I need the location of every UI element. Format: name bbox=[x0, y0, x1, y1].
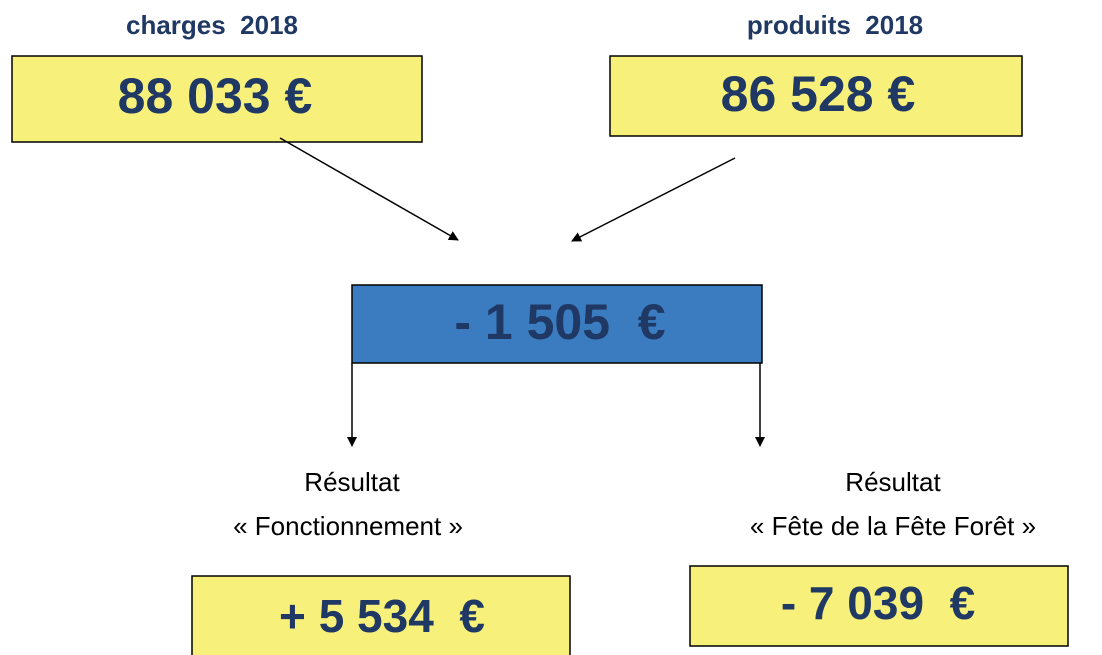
arrow bbox=[279, 137, 459, 241]
charges-box bbox=[11, 55, 423, 143]
fonctionnement-subtitle: « Fonctionnement » bbox=[233, 511, 463, 541]
produits-label: produits 2018 bbox=[747, 10, 923, 40]
charges-label: charges 2018 bbox=[126, 10, 298, 40]
fonctionnement-title: Résultat bbox=[304, 467, 400, 497]
fete-title: Résultat bbox=[845, 467, 941, 497]
result-box bbox=[351, 284, 763, 364]
produits-box bbox=[609, 55, 1023, 137]
fete-box bbox=[689, 565, 1069, 647]
fete-subtitle: « Fête de la Fête Forêt » bbox=[750, 511, 1036, 541]
produits-amount: 86 528 € bbox=[721, 66, 916, 122]
fonctionnement-box bbox=[191, 575, 571, 655]
fonctionnement-amount: + 5 534 € bbox=[279, 590, 485, 642]
fete-amount: - 7 039 € bbox=[781, 577, 975, 629]
result-amount: - 1 505 € bbox=[454, 294, 665, 350]
charges-amount: 88 033 € bbox=[118, 68, 313, 124]
arrow bbox=[571, 157, 736, 242]
